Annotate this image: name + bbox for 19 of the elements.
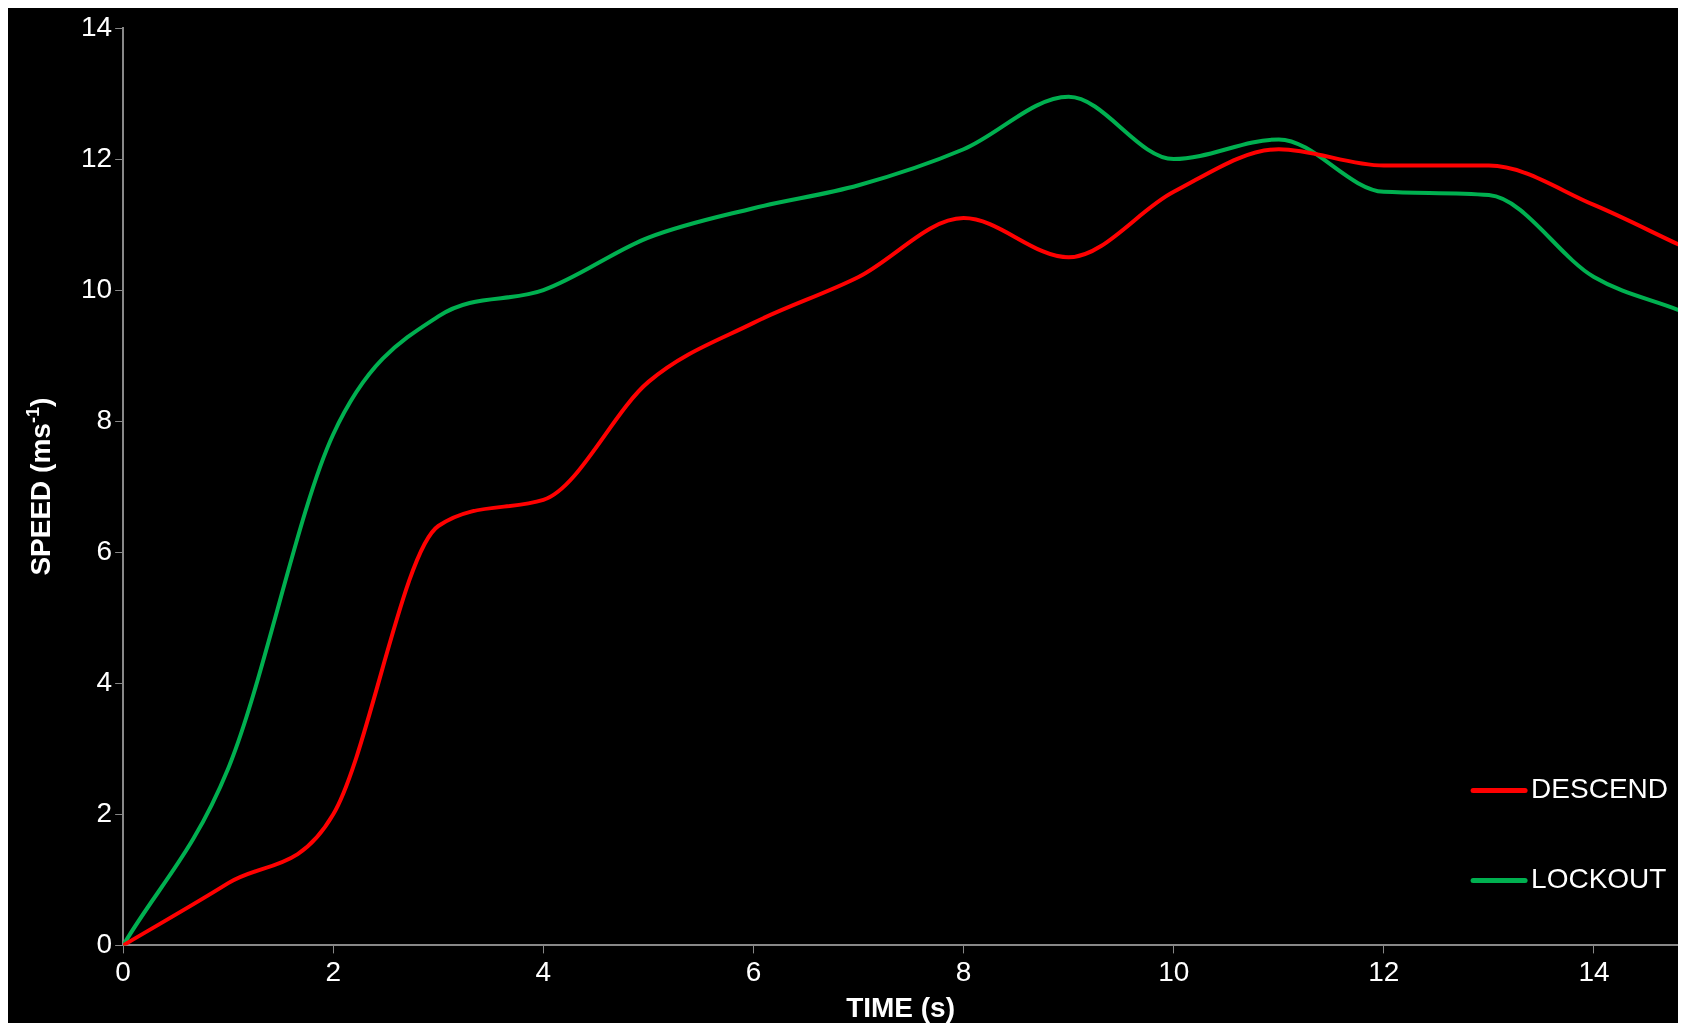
x-tick-label: 6: [745, 955, 762, 987]
y-tick-label: 10: [80, 272, 113, 304]
x-tick-label: 2: [325, 955, 342, 987]
y-tick-label: 12: [80, 141, 113, 173]
y-tick-label: 2: [96, 797, 113, 829]
x-tick-label: 4: [535, 955, 552, 987]
y-tick-label: 14: [80, 10, 113, 42]
y-tick-label: 0: [96, 928, 113, 960]
y-tick-label: 8: [96, 403, 113, 435]
x-axis-title: TIME (s): [846, 992, 956, 1023]
legend-label: DESCEND: [1531, 773, 1669, 805]
x-tick-label: 8: [955, 955, 972, 987]
y-axis-title: SPEED (ms-1): [22, 397, 56, 576]
x-tick-label: 14: [1578, 955, 1610, 987]
x-tick-label: 10: [1158, 955, 1190, 987]
legend-label: LOCKOUT: [1531, 863, 1667, 895]
y-tick-label: 4: [96, 666, 113, 697]
y-tick-label: 6: [96, 534, 113, 566]
x-tick-label: 12: [1368, 955, 1400, 987]
